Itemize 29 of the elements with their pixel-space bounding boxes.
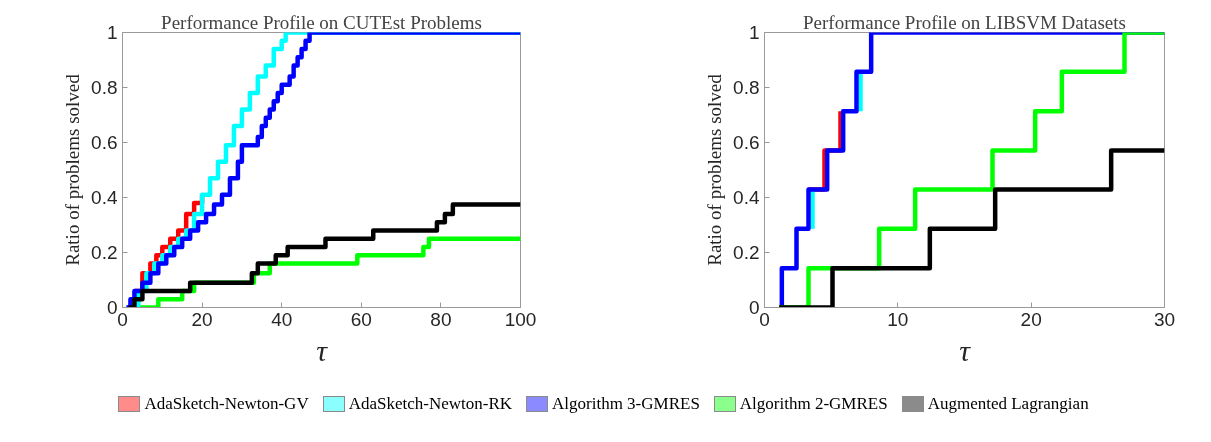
y-tick-label: 0.2 [733,242,760,263]
legend-label: Algorithm 2-GMRES [739,393,888,415]
x-tick-label: 10 [887,308,909,330]
y-tick-label: 1 [748,22,760,43]
x-axis-title: τ [316,333,329,367]
y-tick-label: 0.4 [91,187,118,208]
y-tick-label: 0.4 [733,187,760,208]
y-tick-label: 0.6 [91,132,118,153]
y-axis-title: Ratio of problems solved [704,73,726,266]
x-tick-label: 30 [1153,308,1176,330]
legend-label: AdaSketch-Newton-RK [348,393,513,415]
y-tick-label: 1 [106,22,118,43]
chart-title: Performance Profile on LIBSVM Datasets [803,11,1126,33]
legend-label: Augmented Lagrangian [927,393,1089,415]
chart-title: Performance Profile on CUTEst Problems [161,11,482,33]
x-tick-label: 80 [430,308,452,330]
y-tick-label: 0.2 [91,242,118,263]
y-tick-label: 0.8 [733,77,760,98]
y-tick-label: 0.6 [733,132,760,153]
x-tick-label: 100 [504,308,537,330]
x-axis-title: τ [959,333,972,367]
x-tick-label: 20 [1020,308,1042,330]
legend-label: AdaSketch-Newton-GV [144,393,309,415]
x-tick-label: 40 [271,308,293,330]
x-tick-label: 20 [191,308,213,330]
legend-label: Algorithm 3-GMRES [552,393,700,415]
y-axis-title: Ratio of problems solved [62,73,84,266]
x-tick-label: 60 [350,308,372,330]
y-tick-label: 0.8 [91,77,118,98]
